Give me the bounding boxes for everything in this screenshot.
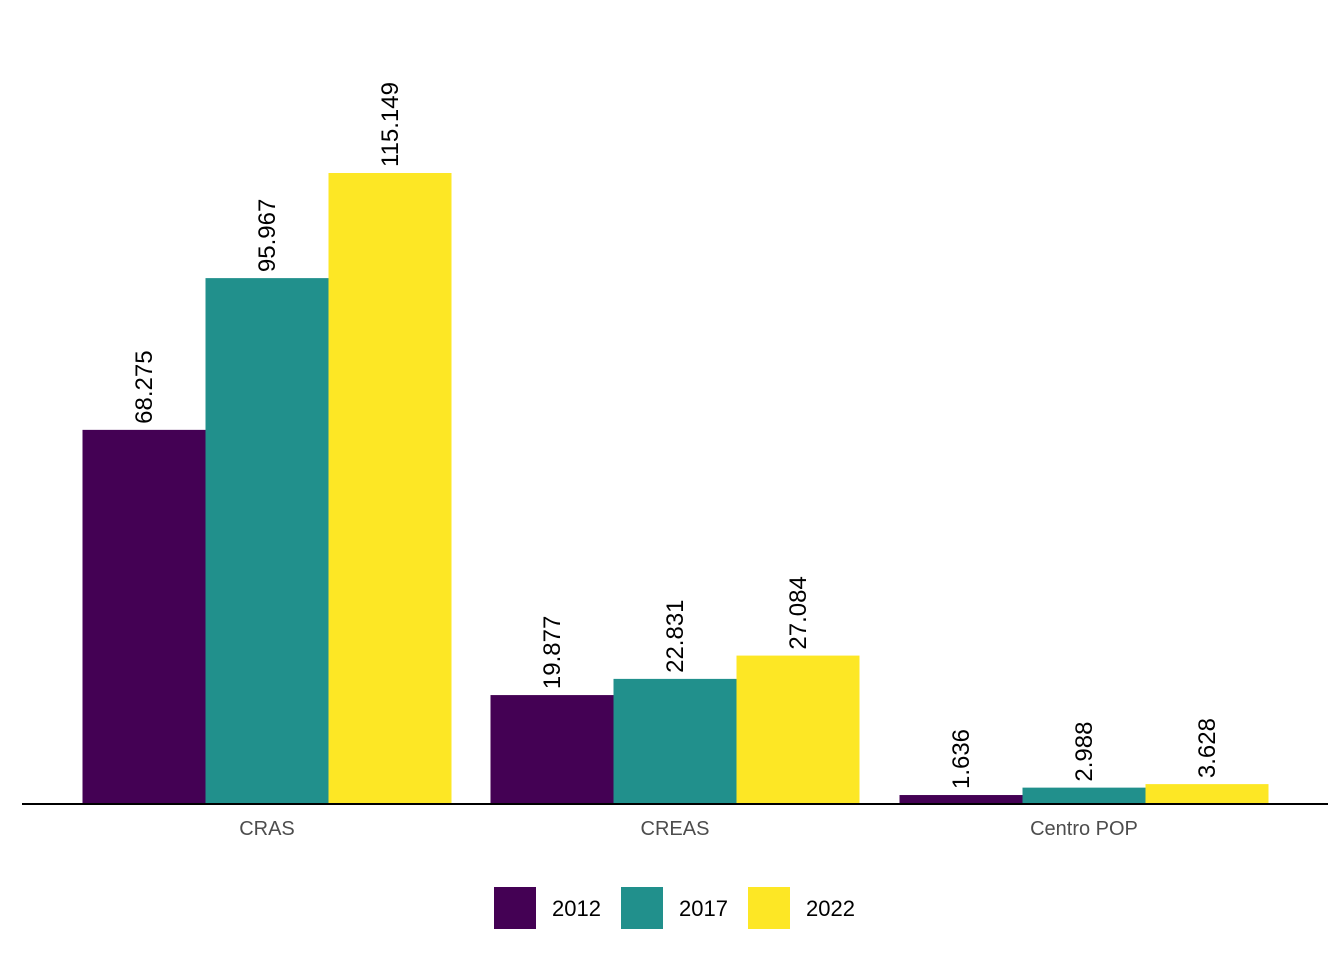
data-label: 68.275 xyxy=(131,350,158,423)
legend-label-2022: 2022 xyxy=(806,896,855,921)
bar-creas-2012 xyxy=(490,695,614,804)
legend-key-2022 xyxy=(748,887,790,929)
x-tick-label: CRAS xyxy=(239,818,295,840)
bar-creas-2022 xyxy=(736,655,860,804)
data-label: 115.149 xyxy=(377,82,404,167)
x-axis-ticks: CRAS CREAS Centro POP xyxy=(239,818,1138,840)
data-label: 95.967 xyxy=(254,199,281,272)
data-label: 3.628 xyxy=(1194,718,1221,778)
data-label: 19.877 xyxy=(539,616,566,689)
data-label: 27.084 xyxy=(785,576,812,649)
legend-label-2012: 2012 xyxy=(552,896,601,921)
data-label: 22.831 xyxy=(662,599,689,672)
data-label: 1.636 xyxy=(948,729,975,789)
legend-key-2012 xyxy=(494,887,536,929)
bars-layer xyxy=(82,173,1269,804)
bar-centro-pop-2012 xyxy=(899,795,1023,804)
legend-key-2017 xyxy=(621,887,663,929)
bar-centro-pop-2022 xyxy=(1145,784,1269,804)
legend-label-2017: 2017 xyxy=(679,896,728,921)
bar-creas-2017 xyxy=(613,678,737,804)
bar-cras-2012 xyxy=(82,429,206,804)
bar-cras-2022 xyxy=(328,173,452,804)
legend: 2012 2017 2022 xyxy=(494,887,855,929)
x-tick-label: CREAS xyxy=(641,818,710,840)
bar-centro-pop-2017 xyxy=(1022,787,1146,804)
x-tick-label: Centro POP xyxy=(1030,818,1138,840)
bar-cras-2017 xyxy=(205,278,329,804)
data-labels-layer: 68.275 95.967 115.149 19.877 22.831 27.084 1.6… xyxy=(131,82,1221,789)
data-label: 2.988 xyxy=(1071,722,1098,782)
